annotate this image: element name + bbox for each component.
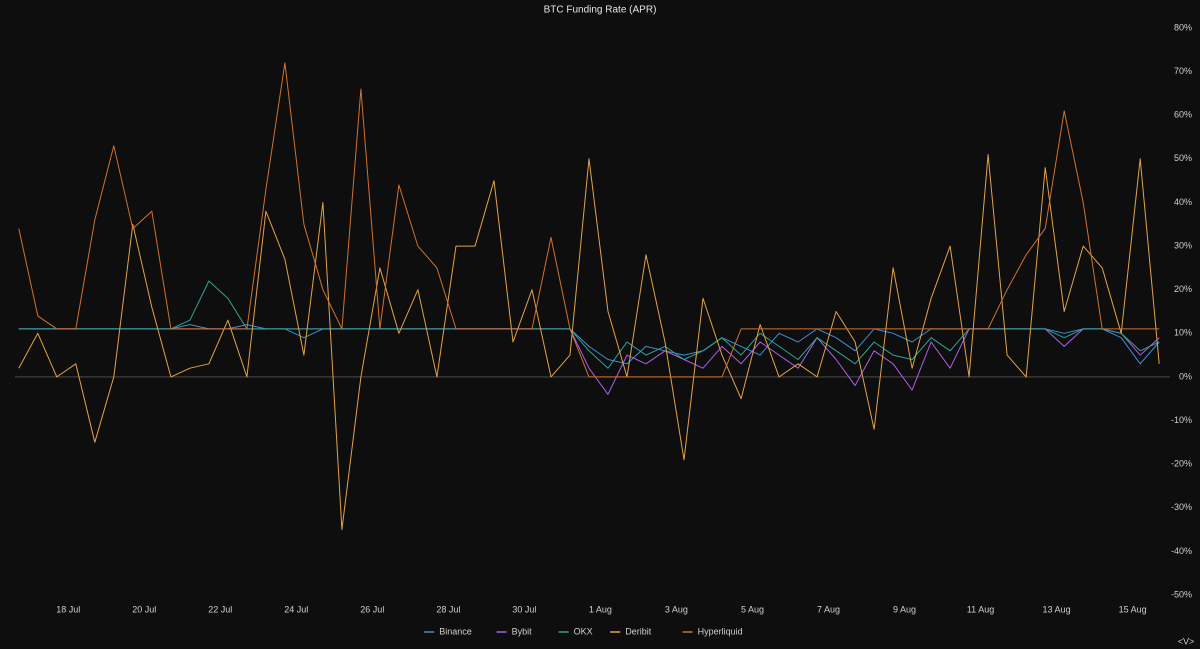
legend-label: OKX [574,626,593,636]
x-tick-label: 22 Jul [208,604,232,614]
y-tick-label: -10% [1171,415,1192,425]
y-tick-label: 70% [1174,66,1192,76]
x-tick-label: 11 Aug [967,604,994,614]
y-tick-label: -30% [1171,502,1192,512]
x-tick-label: 13 Aug [1043,604,1071,614]
x-tick-label: 24 Jul [284,604,308,614]
legend-label: Deribit [625,626,652,636]
x-tick-label: 18 Jul [56,604,80,614]
y-tick-label: -40% [1171,546,1192,556]
y-tick-label: 10% [1174,328,1192,338]
y-tick-label: -20% [1171,459,1192,469]
x-tick-label: 5 Aug [741,604,764,614]
y-tick-label: 0% [1179,371,1192,381]
x-tick-label: 1 Aug [589,604,612,614]
legend-label: Hyperliquid [698,626,743,636]
y-tick-label: 60% [1174,110,1192,120]
x-tick-label: 26 Jul [360,604,384,614]
y-tick-label: 30% [1174,240,1192,250]
x-tick-label: 9 Aug [893,604,916,614]
x-tick-label: 3 Aug [665,604,688,614]
x-tick-label: 20 Jul [132,604,156,614]
x-tick-label: 7 Aug [817,604,840,614]
y-tick-label: 20% [1174,284,1192,294]
x-tick-label: 15 Aug [1119,604,1147,614]
x-tick-label: 30 Jul [512,604,536,614]
y-tick-label: 50% [1174,153,1192,163]
corner-mark: <V> [1178,636,1195,646]
x-tick-label: 28 Jul [436,604,460,614]
chart-title: BTC Funding Rate (APR) [544,5,657,16]
y-tick-label: 40% [1174,197,1192,207]
y-tick-label: 80% [1174,22,1192,32]
legend-label: Bybit [512,626,533,636]
series-line [18,62,1160,378]
series-line [18,154,1160,531]
legend-label: Binance [439,626,472,636]
y-tick-label: -50% [1171,589,1192,599]
